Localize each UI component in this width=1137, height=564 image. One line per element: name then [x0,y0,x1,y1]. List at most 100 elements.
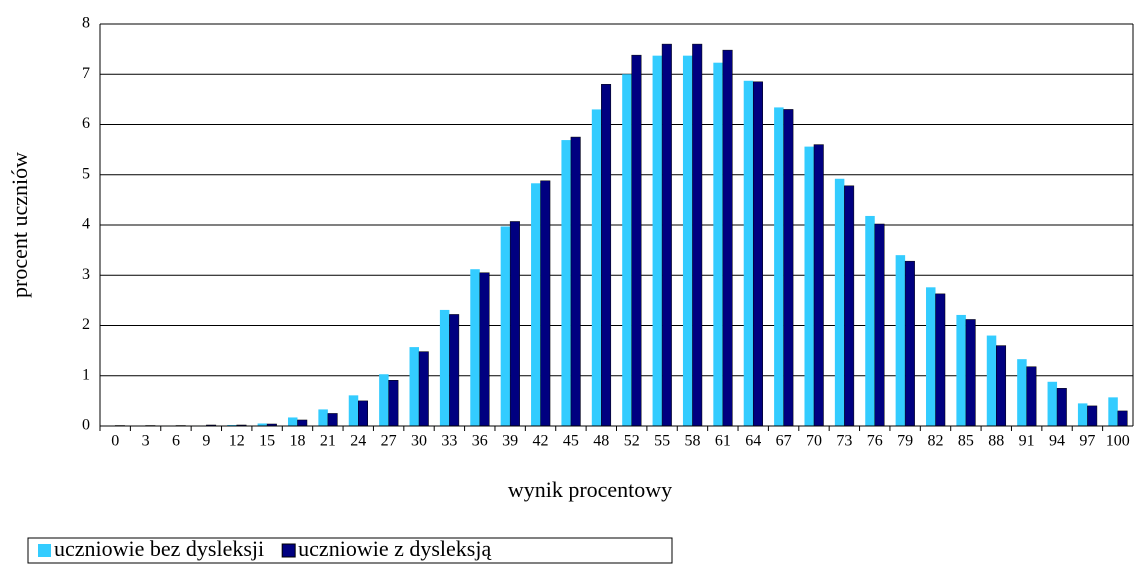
bar [682,55,693,426]
bar [409,347,420,426]
bar [348,395,359,426]
bar [297,419,308,427]
bar [1047,381,1058,426]
legend-box [27,537,673,564]
x-tick-label: 70 [806,433,822,450]
y-axis-title: procent uczniów [7,152,32,298]
x-tick-label: 94 [1049,433,1065,450]
bar [844,185,855,427]
bar [895,255,906,426]
x-tick-label: 24 [350,433,366,450]
bar [318,409,328,426]
bar [865,215,875,426]
bar [692,43,703,427]
bar [986,335,997,426]
bar [996,345,1007,427]
bar [449,314,460,427]
x-tick-label: 15 [259,433,275,450]
bar [1077,403,1088,426]
x-tick-label: 42 [533,433,549,450]
x-tick-label: 100 [1106,433,1130,450]
bar [904,260,915,427]
bar [509,221,520,427]
x-tick-label: 36 [472,433,488,450]
legend-label: uczniowie z dysleksją [298,536,491,561]
legend-label: uczniowie bez dysleksji [54,536,264,561]
x-tick-label: 9 [202,433,210,450]
x-tick-label: 97 [1079,433,1095,450]
x-tick-label: 79 [897,433,913,450]
bar [388,380,399,427]
y-tick-label: 2 [82,316,90,333]
x-tick-label: 85 [958,433,974,450]
x-tick-label: 58 [684,433,700,450]
bar [1017,359,1027,426]
x-tick-label: 64 [745,433,761,450]
x-tick-label: 61 [715,433,731,450]
legend-swatch [38,544,51,557]
bar [1026,366,1037,427]
y-tick-label: 4 [82,216,90,233]
bar [327,413,338,427]
bar [470,269,480,426]
bar [834,178,845,426]
x-tick-label: 6 [172,433,180,450]
bar [500,226,511,426]
bar [379,374,389,426]
x-tick-label: 3 [142,433,150,450]
bar [713,62,723,426]
x-tick-label: 27 [381,433,397,450]
bar [531,183,541,426]
bar [661,43,672,427]
bar [561,140,571,426]
bar [257,423,268,426]
x-tick-label: 73 [836,433,852,450]
bar [439,309,450,426]
x-tick-label: 88 [988,433,1004,450]
bar [540,180,551,427]
x-tick-label: 21 [320,433,336,450]
bar [601,84,612,427]
x-tick-label: 45 [563,433,579,450]
y-tick-label: 8 [82,15,90,32]
bar [1056,388,1067,427]
bar [479,272,490,427]
bar [652,55,663,426]
x-tick-label: 76 [867,433,883,450]
bar [956,314,966,426]
legend-swatch [281,543,296,558]
x-tick-label: 39 [502,433,518,450]
bar [631,54,642,427]
bar [926,287,936,426]
bar [1117,410,1128,427]
x-tick-label: 48 [593,433,609,450]
bar [591,109,602,427]
bar [874,223,885,427]
bar [287,417,298,426]
y-tick-label: 5 [82,165,90,182]
x-tick-label: 67 [776,433,792,450]
y-tick-label: 3 [82,266,90,283]
bar [743,80,754,426]
x-tick-label: 91 [1019,433,1035,450]
y-tick-label: 6 [82,115,90,132]
x-tick-label: 82 [928,433,944,450]
bar [1087,405,1098,427]
bar [813,144,824,427]
y-tick-label: 1 [82,366,90,383]
bar [752,81,763,427]
x-tick-label: 12 [229,433,245,450]
bar [227,424,237,426]
bar [774,107,784,426]
y-tick-label: 7 [82,65,90,82]
bar [965,319,976,427]
y-tick-label: 0 [82,417,90,434]
x-tick-label: 55 [654,433,670,450]
x-tick-label: 52 [624,433,640,450]
bar [570,136,581,427]
x-tick-label: 30 [411,433,427,450]
bar [935,293,946,427]
x-tick-label: 0 [111,433,119,450]
bar [1108,397,1118,426]
